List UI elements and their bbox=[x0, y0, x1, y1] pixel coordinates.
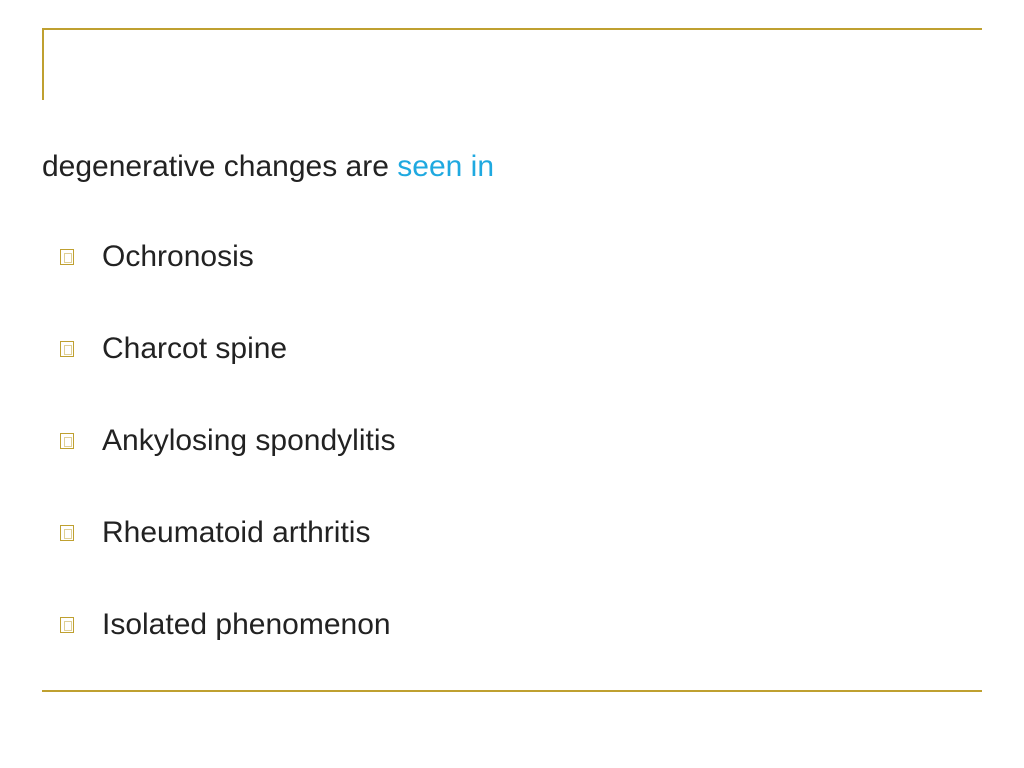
slide-content: degenerative changes are seen in Ochrono… bbox=[42, 150, 982, 700]
bullet-icon bbox=[60, 433, 74, 449]
list-item: Ochronosis bbox=[60, 240, 982, 274]
bullet-icon bbox=[60, 525, 74, 541]
item-label: Rheumatoid arthritis bbox=[102, 516, 370, 550]
bullet-icon bbox=[60, 341, 74, 357]
item-label: Isolated phenomenon bbox=[102, 608, 391, 642]
heading-prefix: degenerative changes are bbox=[42, 150, 397, 183]
item-label: Ochronosis bbox=[102, 240, 254, 274]
bullet-icon bbox=[60, 249, 74, 265]
list-item: Rheumatoid arthritis bbox=[60, 516, 982, 550]
item-label: Ankylosing spondylitis bbox=[102, 424, 395, 458]
list-item: Isolated phenomenon bbox=[60, 608, 982, 642]
frame-border-left bbox=[42, 28, 44, 100]
item-list: Ochronosis Charcot spine Ankylosing spon… bbox=[42, 240, 982, 642]
heading-highlight: seen in bbox=[397, 150, 494, 183]
list-item: Charcot spine bbox=[60, 332, 982, 366]
slide-heading: degenerative changes are seen in bbox=[42, 150, 982, 184]
item-label: Charcot spine bbox=[102, 332, 287, 366]
list-item: Ankylosing spondylitis bbox=[60, 424, 982, 458]
bullet-icon bbox=[60, 617, 74, 633]
frame-border-top bbox=[42, 28, 982, 30]
